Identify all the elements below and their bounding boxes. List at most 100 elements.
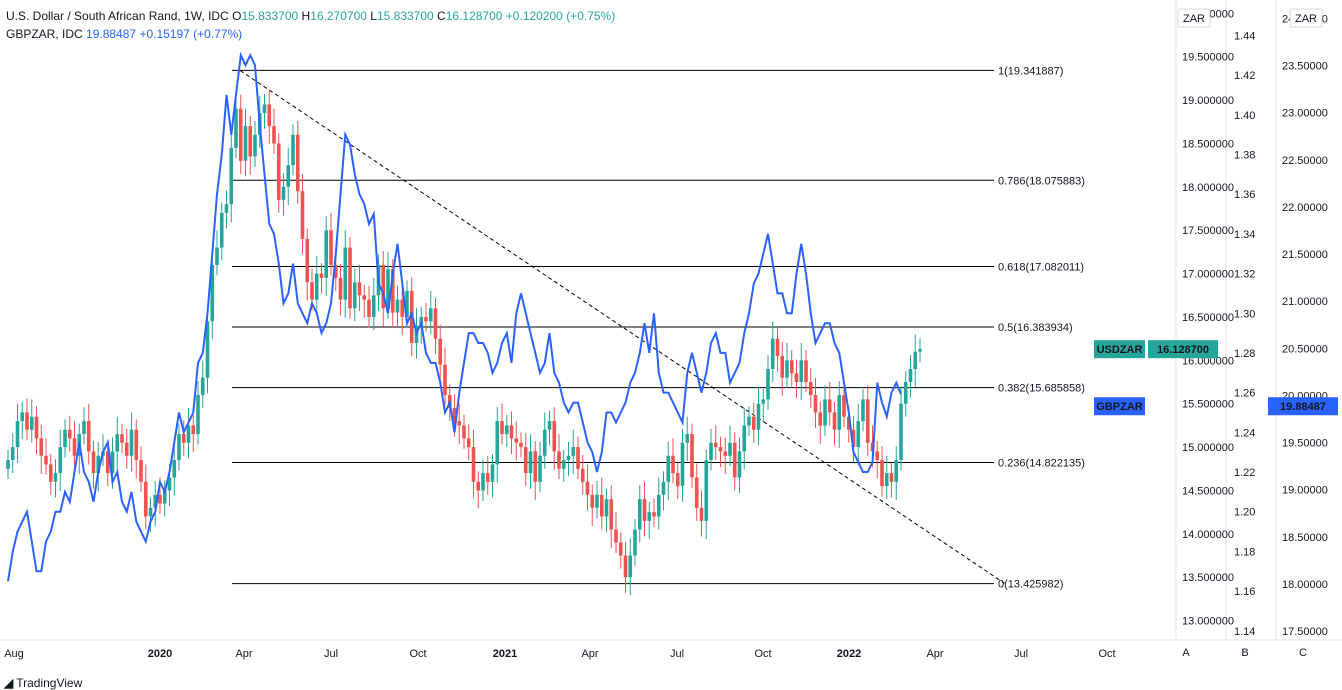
- candle-body: [229, 147, 234, 205]
- candle-body: [595, 494, 599, 508]
- candle-body: [162, 490, 167, 504]
- candle-body: [808, 382, 813, 396]
- symbol-tag-box: [1094, 397, 1145, 416]
- x-axis-label: Oct: [1098, 648, 1115, 660]
- candle-body: [514, 438, 519, 443]
- candle-body: [243, 126, 248, 161]
- candle-body: [44, 455, 48, 465]
- axis-c-button[interactable]: C: [1299, 647, 1307, 659]
- axis-c-tick-label: 22.50000: [1282, 155, 1328, 167]
- candle-body: [642, 499, 647, 521]
- x-axis-label: 2021: [493, 648, 517, 660]
- candle-body: [219, 212, 224, 248]
- axis-b-tick-label: 1.30: [1234, 308, 1255, 320]
- candle-body: [504, 425, 509, 435]
- axis-a-tick-label: 13.500000: [1182, 572, 1234, 584]
- axis-a-button[interactable]: A: [1182, 647, 1190, 659]
- tradingview-logo-icon: ◢: [4, 676, 14, 690]
- axis-b-tick-label: 1.24: [1234, 427, 1255, 439]
- candle-body: [443, 364, 447, 396]
- candle-body: [248, 126, 253, 157]
- candle-body: [485, 473, 490, 482]
- candle-body: [25, 412, 29, 430]
- candle-body: [96, 455, 101, 474]
- axis-c-tick-label: 19.50000: [1282, 438, 1328, 450]
- gbpzar-line: [7, 51, 902, 582]
- candle-body: [614, 529, 618, 543]
- axis-b-tick-label: 1.38: [1234, 149, 1255, 161]
- candle-body: [67, 429, 72, 439]
- candle-body: [571, 447, 576, 456]
- candle-body: [675, 473, 680, 487]
- candle-body: [842, 395, 846, 417]
- candle-body: [234, 108, 238, 148]
- axis-b-button[interactable]: B: [1241, 647, 1248, 659]
- candle-body: [880, 460, 884, 487]
- candle-body: [889, 473, 894, 482]
- candle-body: [300, 191, 305, 239]
- candle-body: [395, 299, 400, 313]
- candle-body: [191, 425, 196, 435]
- candle-body: [647, 512, 652, 521]
- candle-body: [186, 425, 191, 443]
- usdzar-candles: [6, 90, 922, 596]
- candle-body: [424, 316, 428, 322]
- candle-body: [680, 442, 685, 487]
- candle-body: [305, 238, 310, 283]
- candle-body: [120, 434, 124, 443]
- candle-body: [761, 399, 766, 404]
- symbol-tag-label: USDZAR: [1097, 344, 1143, 356]
- candle-body: [609, 499, 614, 530]
- candle-body: [471, 447, 476, 482]
- open-value: 15.833700: [241, 9, 299, 23]
- candle-body: [785, 360, 789, 378]
- candle-body: [557, 451, 561, 469]
- candle-body: [770, 338, 775, 370]
- candle-body: [153, 494, 158, 508]
- candle-body: [599, 494, 604, 517]
- axis-a-tick-label: 17.000000: [1182, 269, 1234, 281]
- candle-body: [728, 442, 732, 456]
- candle-body: [509, 425, 514, 439]
- candle-body: [105, 451, 110, 474]
- currency-label-box: [1289, 8, 1323, 28]
- compare-value: 19.88487: [86, 27, 137, 41]
- candle-body: [547, 421, 552, 430]
- x-axis-label: Oct: [754, 648, 771, 660]
- candle-body: [823, 399, 827, 426]
- price-tag-label: 19.88487: [1280, 401, 1326, 413]
- candle-body: [723, 451, 728, 456]
- candle-body: [295, 134, 300, 192]
- candle-body: [291, 134, 295, 166]
- candle-body: [362, 295, 367, 300]
- axis-b-tick-label: 1.28: [1234, 348, 1255, 360]
- candle-body: [780, 356, 785, 378]
- x-axis-label: Apr: [235, 648, 252, 660]
- candle-body: [134, 429, 139, 461]
- candle-body: [319, 273, 324, 278]
- candle-body: [756, 403, 761, 430]
- tradingview-logo[interactable]: ◢ TradingView: [4, 676, 82, 690]
- candle-body: [576, 447, 580, 469]
- axis-a-tick-label: 13.000000: [1182, 616, 1234, 628]
- axis-a-tick-label: 15.000000: [1182, 442, 1234, 454]
- axis-c-tick-label: 21.00000: [1282, 296, 1328, 308]
- candle-body: [846, 416, 851, 430]
- candle-body: [799, 360, 804, 383]
- candle-body: [457, 421, 462, 426]
- candle-body: [452, 408, 457, 422]
- candle-body: [200, 377, 205, 396]
- candle-body: [58, 447, 63, 474]
- candle-body: [832, 412, 837, 430]
- candle-body: [623, 555, 628, 578]
- candle-body: [694, 477, 699, 508]
- candle-body: [181, 434, 186, 443]
- axis-b-tick-label: 1.22: [1234, 467, 1255, 479]
- x-axis-label: Apr: [926, 648, 943, 660]
- x-axis-label: Aug: [4, 648, 24, 660]
- candle-body: [747, 416, 751, 426]
- axis-a-tick-label: 19.500000: [1182, 52, 1234, 64]
- candle-body: [72, 438, 77, 456]
- main-series-name: U.S. Dollar / South African Rand, 1W, ID…: [6, 9, 229, 23]
